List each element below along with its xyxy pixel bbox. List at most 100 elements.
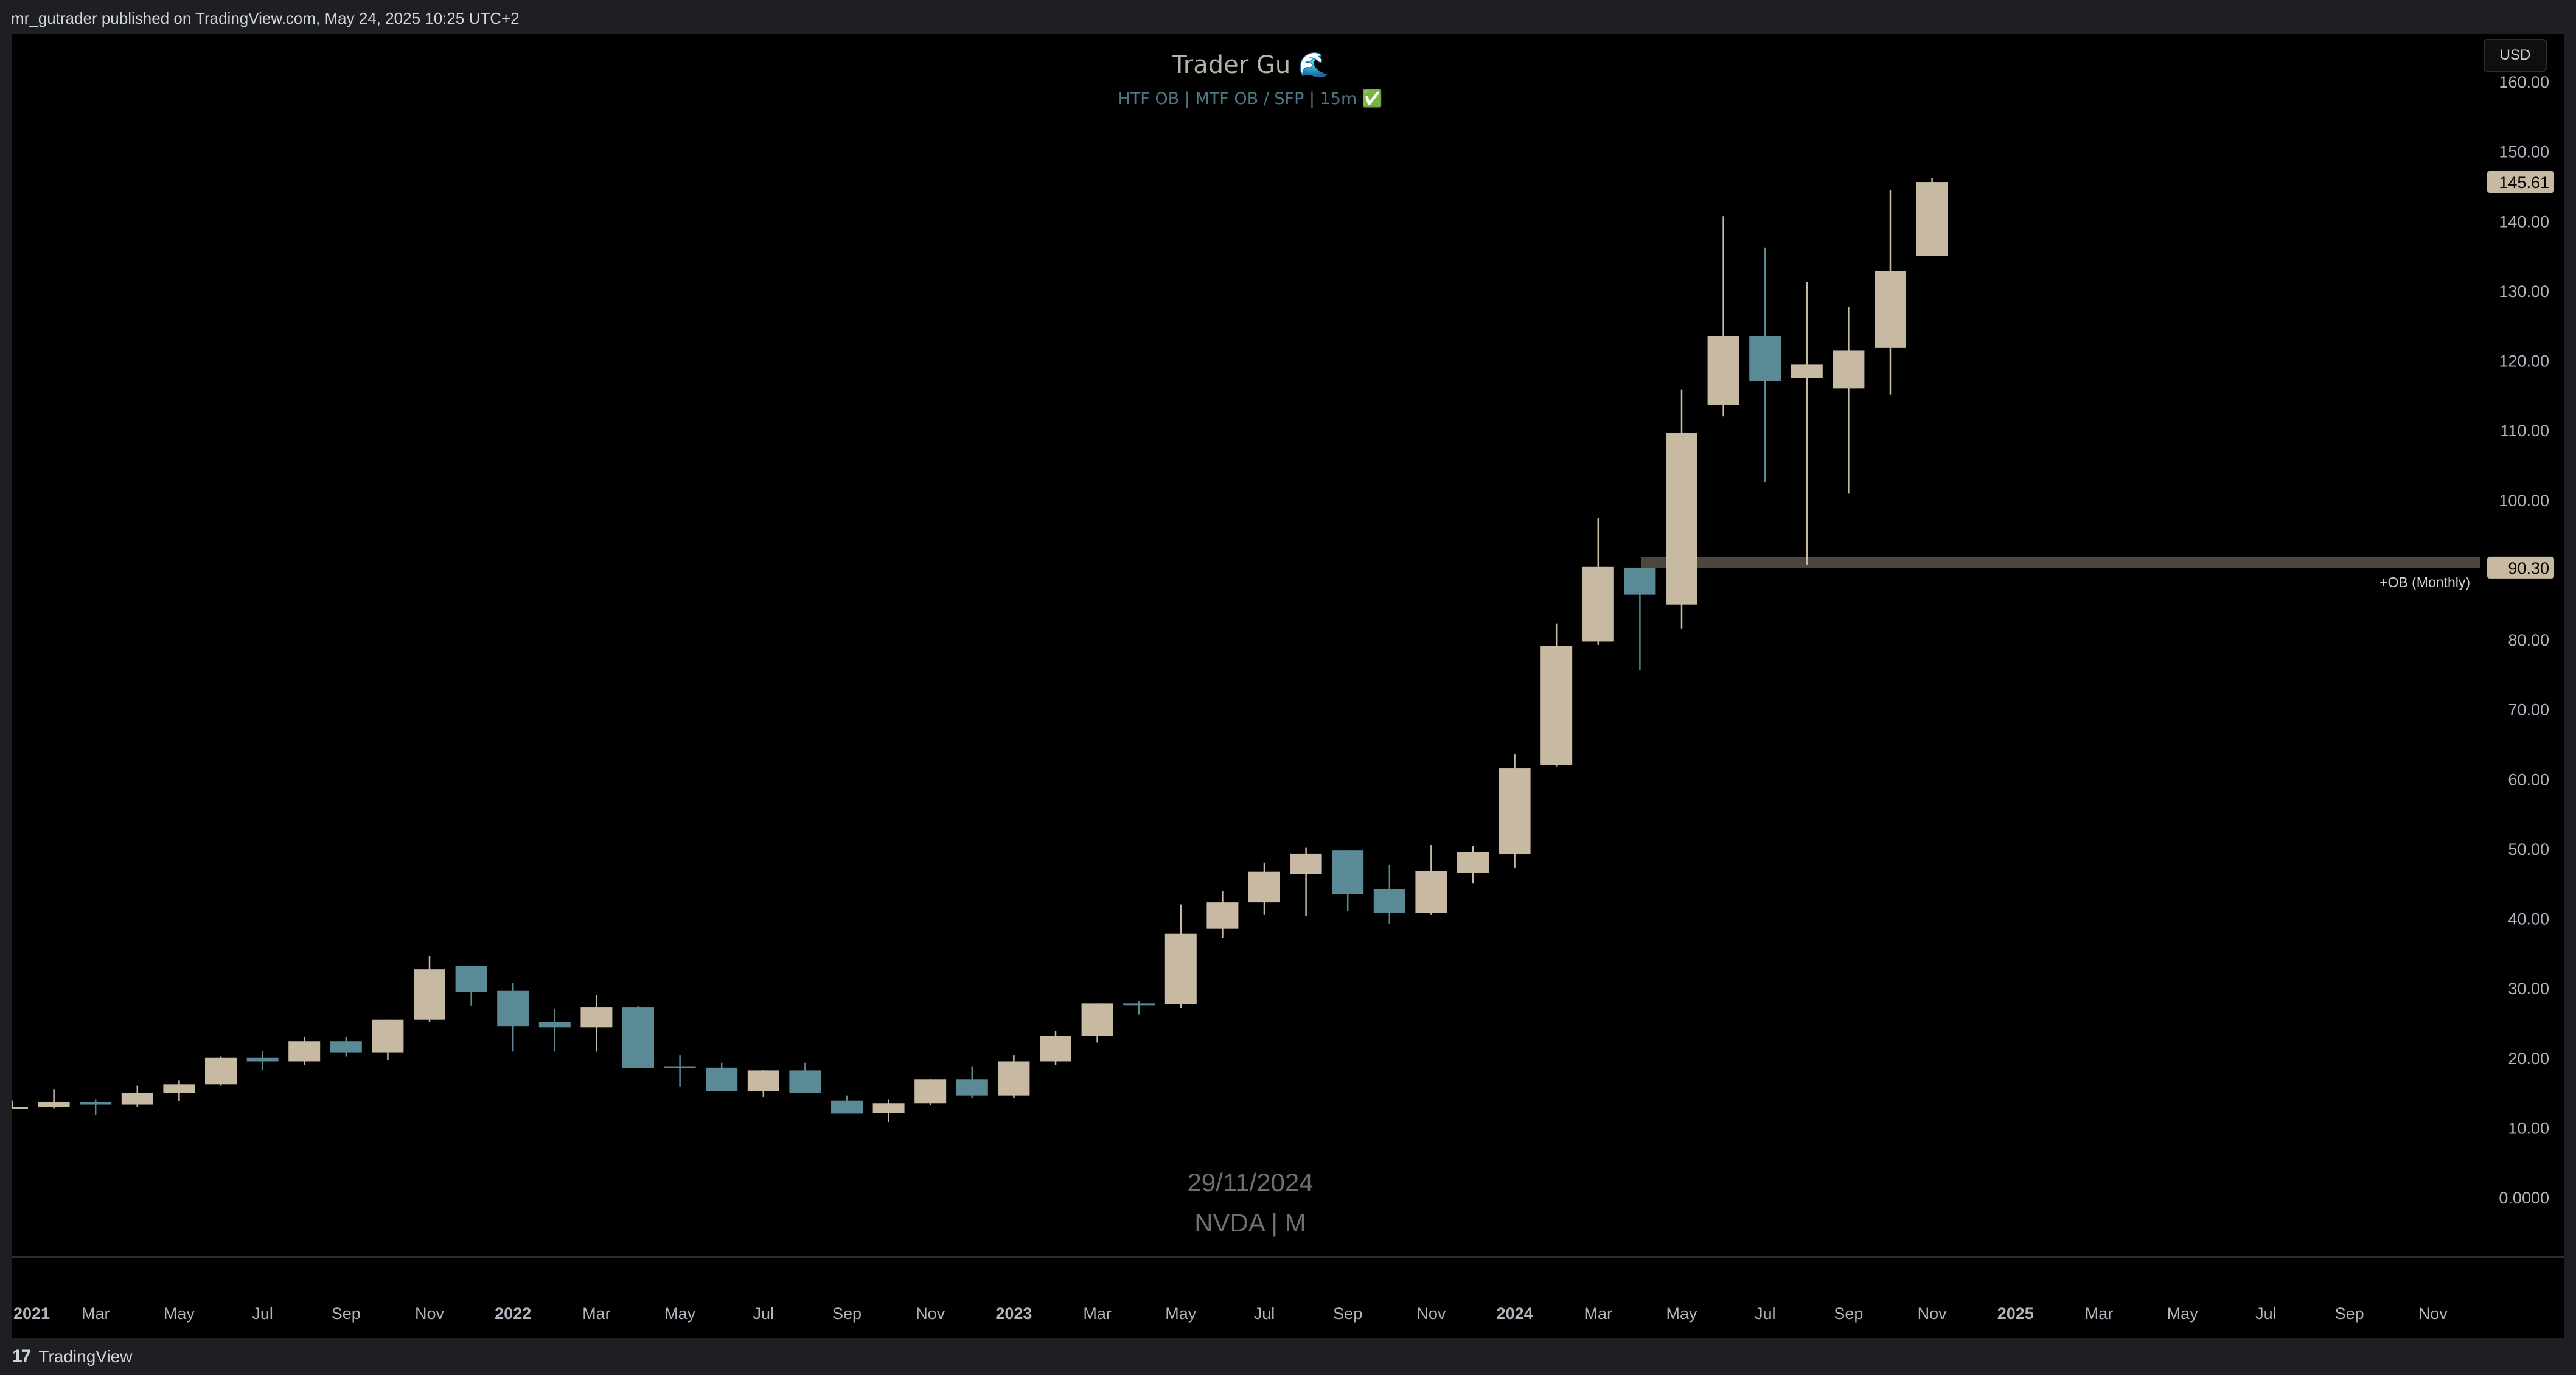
- candle-body: [538, 1022, 571, 1028]
- published-text: mr_gutrader published on TradingView.com…: [11, 9, 520, 27]
- order-block-zone: [1641, 557, 2480, 568]
- time-tick-label: Mar: [82, 1304, 110, 1323]
- currency-label: USD: [2499, 47, 2531, 63]
- candle-body: [1624, 567, 1656, 595]
- time-tick-label: Jul: [252, 1304, 273, 1323]
- time-tick-label: Jul: [1755, 1304, 1776, 1323]
- watermark-symbol: NVDA | M: [1194, 1208, 1306, 1237]
- candle-body: [998, 1061, 1030, 1096]
- candle-body: [121, 1093, 153, 1105]
- candle-body: [80, 1101, 112, 1105]
- price-tick-label: 40.00: [2508, 910, 2549, 928]
- candle-body: [1833, 350, 1865, 389]
- text-layer: Trader Gu 🌊 HTF OB | MTF OB / SFP | 15m ✅…: [1118, 50, 1383, 1237]
- time-tick-label: Nov: [1918, 1304, 1948, 1323]
- candle-body: [914, 1079, 947, 1104]
- candle-body: [664, 1066, 696, 1068]
- candle-body: [1666, 433, 1697, 605]
- price-label-tag: [2487, 170, 2554, 193]
- price-tick-label: 10.00: [2508, 1119, 2549, 1137]
- time-tick-label: Jul: [2255, 1304, 2277, 1323]
- brand-bar: 17 TradingView: [0, 1338, 2576, 1375]
- candle-body: [580, 1007, 613, 1028]
- brand-name: TradingView: [38, 1347, 133, 1366]
- time-tick-label: Mar: [2085, 1304, 2114, 1323]
- candle-body: [1916, 182, 1948, 256]
- price-tick-label: 70.00: [2508, 701, 2549, 719]
- chart-title: Trader Gu 🌊: [1171, 50, 1329, 79]
- time-tick-label: May: [664, 1304, 696, 1323]
- candle-body: [455, 966, 487, 993]
- time-tick-label: 2022: [495, 1304, 531, 1323]
- time-tick-label: 2021: [13, 1304, 50, 1323]
- time-tick-label: 2024: [1497, 1304, 1533, 1323]
- candle-body: [205, 1057, 237, 1085]
- chart-subtitle: HTF OB | MTF OB / SFP | 15m ✅: [1118, 89, 1383, 108]
- time-tick-label: 2025: [1997, 1304, 2034, 1323]
- chart-area[interactable]: +OB (Monthly) 0.0000 10.00 20.00 30.00 40.00…: [12, 34, 2564, 1338]
- candle-body: [747, 1070, 779, 1091]
- price-tick-label: 80.00: [2508, 631, 2549, 649]
- candle-body: [414, 969, 445, 1020]
- time-tick-label: Sep: [1333, 1304, 1362, 1323]
- price-tick-label: 150.00: [2499, 143, 2549, 161]
- candle-body: [372, 1019, 404, 1053]
- candle-body: [38, 1101, 70, 1107]
- time-tick-label: Nov: [1416, 1304, 1446, 1323]
- candle-body: [1248, 871, 1280, 903]
- candle-body: [789, 1070, 821, 1093]
- time-tick-label: Nov: [2418, 1304, 2448, 1323]
- candle-body: [1081, 1003, 1113, 1036]
- price-axis: 0.0000 10.00 20.00 30.00 40.00 50.00 60.00 70.0…: [2487, 73, 2554, 1207]
- price-tick-label: 130.00: [2499, 282, 2549, 301]
- candle-body: [497, 990, 529, 1027]
- time-tick-label: May: [164, 1304, 195, 1323]
- candle-body: [1457, 852, 1489, 873]
- currency-button[interactable]: USD: [2484, 39, 2547, 72]
- time-tick-label: Sep: [1834, 1304, 1863, 1323]
- candle-body: [1206, 902, 1239, 929]
- candle-body: [1415, 871, 1447, 913]
- price-label-tag: [2487, 556, 2554, 579]
- time-axis: 2021 Mar May Jul Sep Nov 2022 Mar May Jul Sep Nov 20…: [13, 1304, 2448, 1323]
- candle-layer: [12, 178, 1948, 1123]
- time-tick-label: Nov: [916, 1304, 945, 1323]
- candle-body: [1749, 336, 1781, 381]
- candlestick-chart[interactable]: +OB (Monthly) 0.0000 10.00 20.00 30.00 40.00…: [12, 34, 2564, 1338]
- order-block-layer: +OB (Monthly): [1641, 557, 2480, 590]
- candle-body: [1582, 566, 1614, 642]
- candle-body: [831, 1100, 863, 1114]
- publisher-bar: mr_gutrader published on TradingView.com…: [0, 0, 2576, 34]
- time-tick-label: Sep: [832, 1304, 862, 1323]
- candle-body: [1040, 1036, 1071, 1062]
- time-tick-label: Mar: [582, 1304, 611, 1323]
- time-tick-label: 2023: [995, 1304, 1032, 1323]
- price-tick-label: 120.00: [2499, 352, 2549, 371]
- candle-body: [956, 1079, 988, 1096]
- time-tick-label: Sep: [332, 1304, 361, 1323]
- time-tick-label: May: [1666, 1304, 1697, 1323]
- candle-body: [1707, 336, 1739, 405]
- time-tick-label: Jul: [1254, 1304, 1275, 1323]
- price-tick-label: 140.00: [2499, 212, 2549, 231]
- candle-body: [163, 1084, 195, 1093]
- price-label-text: 90.30: [2508, 559, 2549, 577]
- candle-body: [288, 1041, 321, 1062]
- time-tick-label: May: [1165, 1304, 1197, 1323]
- candle-body: [1540, 646, 1573, 765]
- watermark-date: 29/11/2024: [1187, 1168, 1313, 1197]
- time-tick-label: Mar: [1584, 1304, 1613, 1323]
- time-tick-label: Sep: [2335, 1304, 2364, 1323]
- price-tick-label: 20.00: [2508, 1050, 2549, 1068]
- time-tick-label: Mar: [1083, 1304, 1112, 1323]
- candle-body: [1791, 364, 1823, 378]
- price-tick-label: 50.00: [2508, 840, 2549, 858]
- time-tick-label: Jul: [753, 1304, 775, 1323]
- price-tick-label: 110.00: [2500, 422, 2549, 440]
- candle-body: [1499, 768, 1531, 855]
- candle-body: [1290, 853, 1322, 874]
- candle-body: [872, 1103, 905, 1113]
- candle-body: [1373, 889, 1405, 913]
- candle-body: [622, 1007, 654, 1068]
- candle-body: [1123, 1003, 1155, 1006]
